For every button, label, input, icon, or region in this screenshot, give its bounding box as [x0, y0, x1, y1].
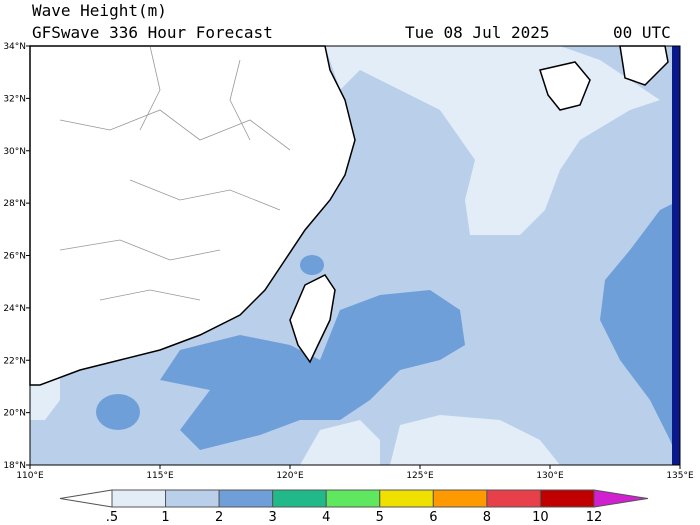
colorbar-segment [486, 489, 541, 508]
colorbar-segment [379, 489, 434, 508]
colorbar-label: 8 [483, 510, 491, 525]
colorbar-label: 10 [532, 510, 549, 525]
lon-label: 135°E [666, 471, 694, 481]
title: Wave Height(m) [32, 1, 167, 20]
colorbar-label: 4 [322, 510, 330, 525]
map [29, 45, 681, 466]
kyushu [539, 61, 591, 111]
colorbar-segment [432, 489, 488, 508]
lat-label: 24°N [3, 304, 26, 314]
colorbar-segment [272, 489, 327, 508]
colorbar-segment [111, 489, 167, 508]
colorbar-segment [325, 489, 381, 508]
lat-label: 34°N [3, 42, 26, 52]
colorbar-label: .5 [106, 510, 118, 525]
calm-region [390, 415, 560, 465]
lat-label: 20°N [3, 409, 26, 419]
colorbar-label: 3 [269, 510, 277, 525]
lat-label: 26°N [3, 252, 26, 262]
colorbar-label: 6 [429, 510, 437, 525]
lon-label: 115°E [146, 471, 174, 481]
edge-band [672, 46, 680, 465]
lat-label: 18°N [3, 461, 26, 471]
lon-label: 130°E [536, 471, 564, 481]
mainland [29, 45, 356, 386]
colorbar-segment [59, 489, 113, 508]
colorbar-label: 1 [161, 510, 169, 525]
lon-label: 120°E [276, 471, 304, 481]
lat-label: 22°N [3, 356, 26, 366]
subtitle: GFSwave 336 Hour Forecast [32, 23, 273, 42]
lon-label: 110°E [16, 471, 44, 481]
lat-label: 32°N [3, 94, 26, 104]
colorbar-label: 2 [215, 510, 223, 525]
calm-region [300, 420, 380, 465]
rough-region [96, 394, 140, 430]
colorbar-label: 5 [376, 510, 384, 525]
axes: 34°N 32°N 30°N 28°N 26°N 24°N 22°N 20°N 18°N110°… [3, 42, 694, 481]
colorbar-segment [593, 489, 649, 508]
rough-region [300, 255, 324, 275]
rough-region [160, 290, 465, 450]
colorbar-segment [539, 489, 595, 508]
rough-region [600, 200, 680, 465]
colorbar: .5 1 2 3 4 5 6 8 10 12 [59, 489, 649, 525]
date: Tue 08 Jul 2025 [405, 23, 550, 42]
lat-label: 28°N [3, 199, 26, 209]
lon-label: 125°E [406, 471, 434, 481]
colorbar-segment [218, 489, 274, 508]
taiwan [289, 274, 336, 364]
colorbar-segment [165, 489, 220, 508]
province-border [59, 45, 291, 301]
time: 00 UTC [613, 23, 671, 42]
lat-label: 30°N [3, 147, 26, 157]
colorbar-label: 12 [586, 510, 603, 525]
